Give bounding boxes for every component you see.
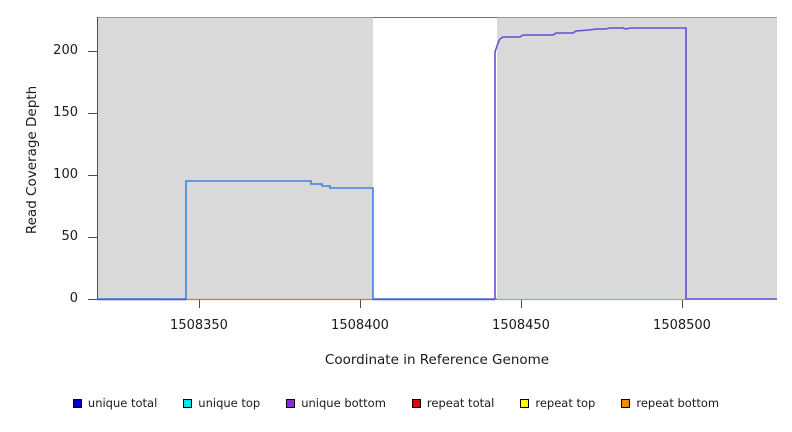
y-tickmark-150 (88, 113, 97, 114)
x-tick-label-1508350: 1508350 (170, 318, 228, 333)
y-tick-100: 100 (42, 167, 78, 183)
unshaded-gap-region (373, 17, 497, 299)
y-tick-0: 0 (42, 291, 78, 307)
x-tickmark-1508400 (360, 299, 361, 308)
y-tickmark-50 (88, 237, 97, 238)
legend-item-repeat-total: repeat total (411, 396, 495, 410)
x-axis-title: Coordinate in Reference Genome (324, 352, 550, 368)
x-tickmark-1508350 (199, 299, 200, 308)
y-tick-50: 50 (42, 229, 78, 245)
legend-label-repeat-bottom: repeat bottom (636, 396, 720, 410)
coverage-step-lines (97, 27, 777, 301)
legend-swatch-icon-unique-bottom (286, 398, 296, 408)
legend-label-repeat-top: repeat top (535, 396, 596, 410)
legend-item-repeat-top: repeat top (520, 396, 595, 410)
y-tick-150: 150 (42, 105, 78, 121)
legend-item-unique-bottom: unique bottom (286, 396, 386, 410)
legend-item-unique-top: unique top (183, 396, 260, 410)
x-tick-label-1508450: 1508450 (492, 318, 550, 333)
legend-swatch-icon-repeat-total (411, 398, 421, 408)
y-tick-label-150: 150 (53, 105, 78, 120)
x-tick-label-1508400: 1508400 (331, 318, 389, 333)
legend-label-unique-top: unique top (198, 396, 261, 410)
legend-swatch-icon-repeat-top (520, 398, 530, 408)
chart-legend: unique total unique top unique bottom re… (0, 396, 792, 410)
y-tick-label-100: 100 (53, 167, 78, 182)
x-tickmark-1508500 (682, 299, 683, 308)
y-tick-label-50: 50 (61, 229, 78, 244)
legend-label-repeat-total: repeat total (426, 396, 495, 410)
shaded-region-right (497, 17, 777, 299)
y-tickmark-0 (88, 299, 97, 300)
shaded-region-left (97, 17, 373, 299)
legend-item-repeat-bottom: repeat bottom (621, 396, 719, 410)
legend-label-unique-bottom: unique bottom (301, 396, 386, 410)
unique-bottom-right-block (494, 27, 777, 300)
y-tick-label-200: 200 (53, 43, 78, 58)
legend-label-unique-total: unique total (87, 396, 158, 410)
y-tick-200: 200 (42, 43, 78, 59)
y-tickmark-200 (88, 51, 97, 52)
y-tick-label-0: 0 (69, 291, 78, 306)
x-tickmark-1508450 (521, 299, 522, 308)
legend-swatch-icon-unique-top (183, 398, 193, 408)
y-tickmark-100 (88, 175, 97, 176)
legend-swatch-icon-unique-total (72, 398, 82, 408)
plot-background-regions (97, 17, 777, 299)
legend-item-unique-total: unique total (72, 396, 158, 410)
legend-swatch-icon-repeat-bottom (621, 398, 631, 408)
x-tick-label-1508500: 1508500 (653, 318, 711, 333)
